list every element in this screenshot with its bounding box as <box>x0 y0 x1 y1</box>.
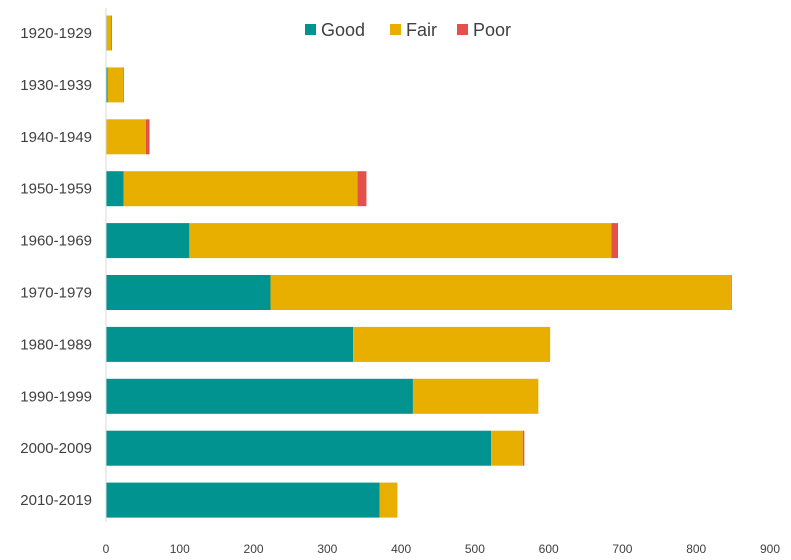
x-tick-label: 100 <box>170 542 190 556</box>
bar-good-1990-1999 <box>106 378 413 414</box>
bar-fair-1930-1939 <box>107 67 123 103</box>
bar-good-1930-1939 <box>106 67 108 103</box>
category-labels: 1920-1929 1930-1939 1940-1949 1950-1959 1960… <box>20 25 92 509</box>
bars-layer <box>106 15 732 518</box>
category-label: 1920-1929 <box>20 25 92 42</box>
category-label: 1950-1959 <box>20 181 92 198</box>
x-tick-label: 300 <box>317 542 337 556</box>
bar-poor-1920-1929 <box>111 15 112 51</box>
bar-good-1970-1979 <box>106 275 271 310</box>
bar-fair-1970-1979 <box>270 275 731 310</box>
bar-poor-1940-1949 <box>145 119 150 155</box>
x-tick-label: 200 <box>244 542 264 556</box>
legend-label-good: Good <box>321 20 365 40</box>
bar-good-1960-1969 <box>106 223 190 259</box>
bar-good-2000-2009 <box>106 430 492 466</box>
bar-poor-1950-1959 <box>357 171 367 207</box>
bar-fair-2010-2019 <box>379 482 398 518</box>
category-label: 1960-1969 <box>20 233 92 250</box>
legend-swatch-good <box>305 24 316 35</box>
x-tick-label: 700 <box>612 542 632 556</box>
category-label: 1970-1979 <box>20 285 92 302</box>
bar-fair-1920-1929 <box>106 15 112 51</box>
legend-swatch-poor <box>457 24 468 35</box>
legend: Good Fair Poor <box>305 20 511 40</box>
category-label: 1930-1939 <box>20 77 92 94</box>
bar-poor-1970-1979 <box>730 275 732 310</box>
x-tick-label: 0 <box>103 542 110 556</box>
bar-good-2010-2019 <box>106 482 380 518</box>
bar-fair-1940-1949 <box>106 119 146 155</box>
legend-label-fair: Fair <box>406 20 437 40</box>
bar-fair-1960-1969 <box>189 223 612 259</box>
category-label: 1940-1949 <box>20 129 92 146</box>
bar-poor-1960-1969 <box>611 223 619 259</box>
bar-fair-1980-1989 <box>353 326 551 362</box>
legend-swatch-fair <box>390 24 401 35</box>
bar-good-1980-1989 <box>106 326 354 362</box>
bar-good-1950-1959 <box>106 171 124 207</box>
x-tick-label: 400 <box>391 542 411 556</box>
category-label: 1990-1999 <box>20 388 92 405</box>
bar-fair-2000-2009 <box>491 430 523 466</box>
category-label: 2000-2009 <box>20 440 92 457</box>
bar-fair-1990-1999 <box>412 378 539 414</box>
category-label: 1980-1989 <box>20 336 92 353</box>
x-tick-labels: 0 100 200 300 400 500 600 700 800 900 <box>103 542 781 556</box>
bar-poor-2000-2009 <box>522 430 525 466</box>
legend-label-poor: Poor <box>473 20 511 40</box>
category-label: 2010-2019 <box>20 492 92 509</box>
x-tick-label: 800 <box>686 542 706 556</box>
bar-poor-1930-1939 <box>122 67 124 103</box>
x-tick-label: 600 <box>539 542 559 556</box>
bar-fair-1950-1959 <box>123 171 358 207</box>
x-tick-label: 900 <box>760 542 780 556</box>
x-tick-label: 500 <box>465 542 485 556</box>
